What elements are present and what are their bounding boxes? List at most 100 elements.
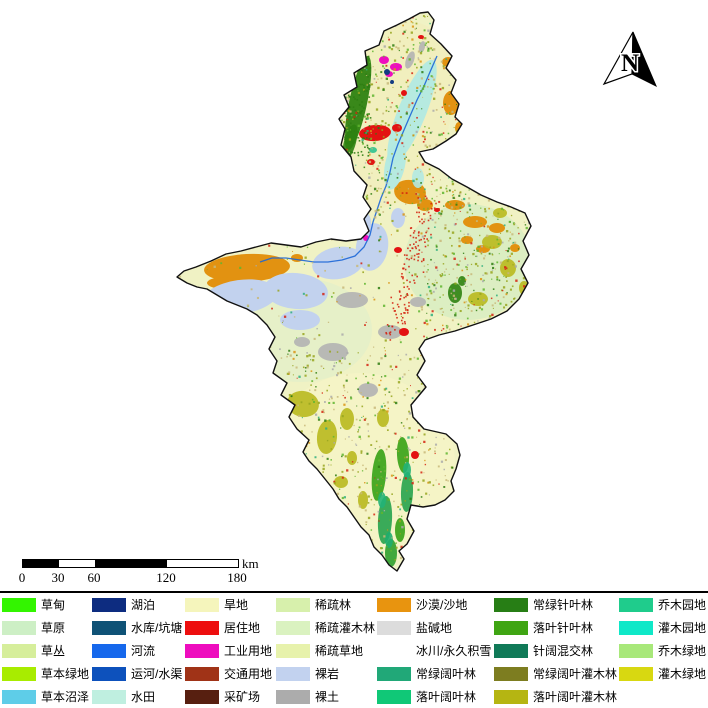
north-arrow: N — [602, 31, 657, 88]
legend-swatch — [377, 598, 411, 612]
legend-swatch — [185, 621, 219, 635]
scale-bar-segment — [23, 560, 59, 567]
legend-label: 灌木园地 — [658, 621, 707, 635]
legend: 草甸草原草丛草本绿地草本沼泽 湖泊水库/坑塘河流运河/水渠水田 旱地居住地工业用地交… — [0, 598, 708, 708]
legend-item: 水库/坑塘 — [92, 621, 182, 635]
legend-label: 乔木绿地 — [658, 644, 707, 658]
scale-bar-segment — [59, 560, 95, 567]
scale-bar: 0 30 60 120 180 km — [19, 556, 259, 585]
legend-item: 草丛 — [2, 644, 89, 658]
legend-swatch — [377, 621, 411, 635]
legend-swatch — [619, 667, 653, 681]
legend-swatch — [377, 667, 411, 681]
legend-swatch — [276, 598, 310, 612]
scale-bar-rule — [22, 559, 239, 568]
legend-swatch — [92, 598, 126, 612]
legend-label: 灌木绿地 — [658, 667, 707, 681]
legend-column: 常绿针叶林落叶针叶林针阔混交林常绿阔叶灌木林落叶阔叶灌木林 — [494, 598, 617, 708]
legend-swatch — [92, 690, 126, 704]
legend-swatch — [377, 690, 411, 704]
land-use-map: N — [176, 11, 657, 572]
legend-label: 裸土 — [315, 690, 340, 704]
legend-item: 河流 — [92, 644, 182, 658]
map-raster-art — [177, 12, 531, 571]
legend-swatch — [276, 621, 310, 635]
legend-column: 旱地居住地工业用地交通用地采矿场 — [185, 598, 272, 708]
legend-item: 乔木绿地 — [619, 644, 706, 658]
legend-separator — [0, 591, 708, 593]
legend-swatch — [494, 621, 528, 635]
legend-label: 针阔混交林 — [533, 644, 594, 658]
legend-label: 稀疏灌木林 — [315, 621, 376, 635]
legend-item: 稀疏灌木林 — [276, 621, 375, 635]
legend-swatch — [619, 598, 653, 612]
legend-item: 裸土 — [276, 690, 375, 704]
legend-item: 草本绿地 — [2, 667, 89, 681]
legend-label: 草丛 — [41, 644, 66, 658]
legend-label: 采矿场 — [224, 690, 261, 704]
legend-label: 工业用地 — [224, 644, 273, 658]
legend-swatch — [2, 598, 36, 612]
legend-swatch — [2, 644, 36, 658]
legend-item: 湖泊 — [92, 598, 182, 612]
legend-label: 湖泊 — [131, 598, 156, 612]
legend-swatch — [185, 690, 219, 704]
legend-item: 常绿阔叶林 — [377, 667, 491, 681]
legend-item: 草本沼泽 — [2, 690, 89, 704]
scale-tick-label: 0 — [18, 570, 26, 585]
legend-label: 稀疏林 — [315, 598, 352, 612]
legend-label: 运河/水渠 — [131, 667, 183, 681]
legend-label: 常绿针叶林 — [533, 598, 594, 612]
legend-item: 落叶针叶林 — [494, 621, 617, 635]
legend-column: 乔木园地灌木园地乔木绿地灌木绿地 — [619, 598, 706, 690]
north-arrow-label: N — [621, 50, 639, 77]
legend-item: 居住地 — [185, 621, 272, 635]
legend-item: 灌木绿地 — [619, 667, 706, 681]
legend-swatch — [494, 667, 528, 681]
legend-label: 交通用地 — [224, 667, 273, 681]
legend-swatch — [494, 690, 528, 704]
legend-label: 盐碱地 — [416, 621, 453, 635]
legend-label: 裸岩 — [315, 667, 340, 681]
scale-tick-label: 120 — [156, 570, 176, 585]
legend-column: 稀疏林稀疏灌木林稀疏草地裸岩裸土 — [276, 598, 375, 708]
legend-swatch — [185, 667, 219, 681]
legend-label: 草原 — [41, 621, 66, 635]
legend-swatch — [494, 644, 528, 658]
legend-item: 旱地 — [185, 598, 272, 612]
legend-item: 针阔混交林 — [494, 644, 617, 658]
legend-swatch — [92, 644, 126, 658]
legend-label: 水田 — [131, 690, 156, 704]
legend-item: 稀疏林 — [276, 598, 375, 612]
legend-swatch — [2, 690, 36, 704]
legend-item: 水田 — [92, 690, 182, 704]
legend-label: 旱地 — [224, 598, 249, 612]
legend-swatch — [185, 598, 219, 612]
legend-label: 居住地 — [224, 621, 261, 635]
legend-label: 稀疏草地 — [315, 644, 364, 658]
legend-item: 常绿阔叶灌木林 — [494, 667, 617, 681]
scale-bar-segment — [167, 560, 238, 567]
legend-swatch — [2, 667, 36, 681]
legend-item: 沙漠/沙地 — [377, 598, 491, 612]
legend-label: 草本绿地 — [41, 667, 90, 681]
scale-bar-unit: km — [242, 556, 259, 571]
legend-item: 稀疏草地 — [276, 644, 375, 658]
legend-item: 草甸 — [2, 598, 89, 612]
legend-swatch — [276, 690, 310, 704]
north-arrow-right-wing — [631, 31, 657, 88]
legend-label: 沙漠/沙地 — [416, 598, 468, 612]
legend-swatch — [92, 621, 126, 635]
legend-item: 常绿针叶林 — [494, 598, 617, 612]
legend-label: 落叶阔叶灌木林 — [533, 690, 618, 704]
legend-item: 工业用地 — [185, 644, 272, 658]
legend-item: 灌木园地 — [619, 621, 706, 635]
legend-item: 运河/水渠 — [92, 667, 182, 681]
legend-item: 盐碱地 — [377, 621, 491, 635]
legend-label: 草甸 — [41, 598, 66, 612]
legend-label: 水库/坑塘 — [131, 621, 183, 635]
legend-swatch — [276, 644, 310, 658]
legend-label: 乔木园地 — [658, 598, 707, 612]
legend-column: 沙漠/沙地 盐碱地 冰川/永久积雪 常绿阔叶林 落叶阔叶林 — [377, 598, 491, 708]
